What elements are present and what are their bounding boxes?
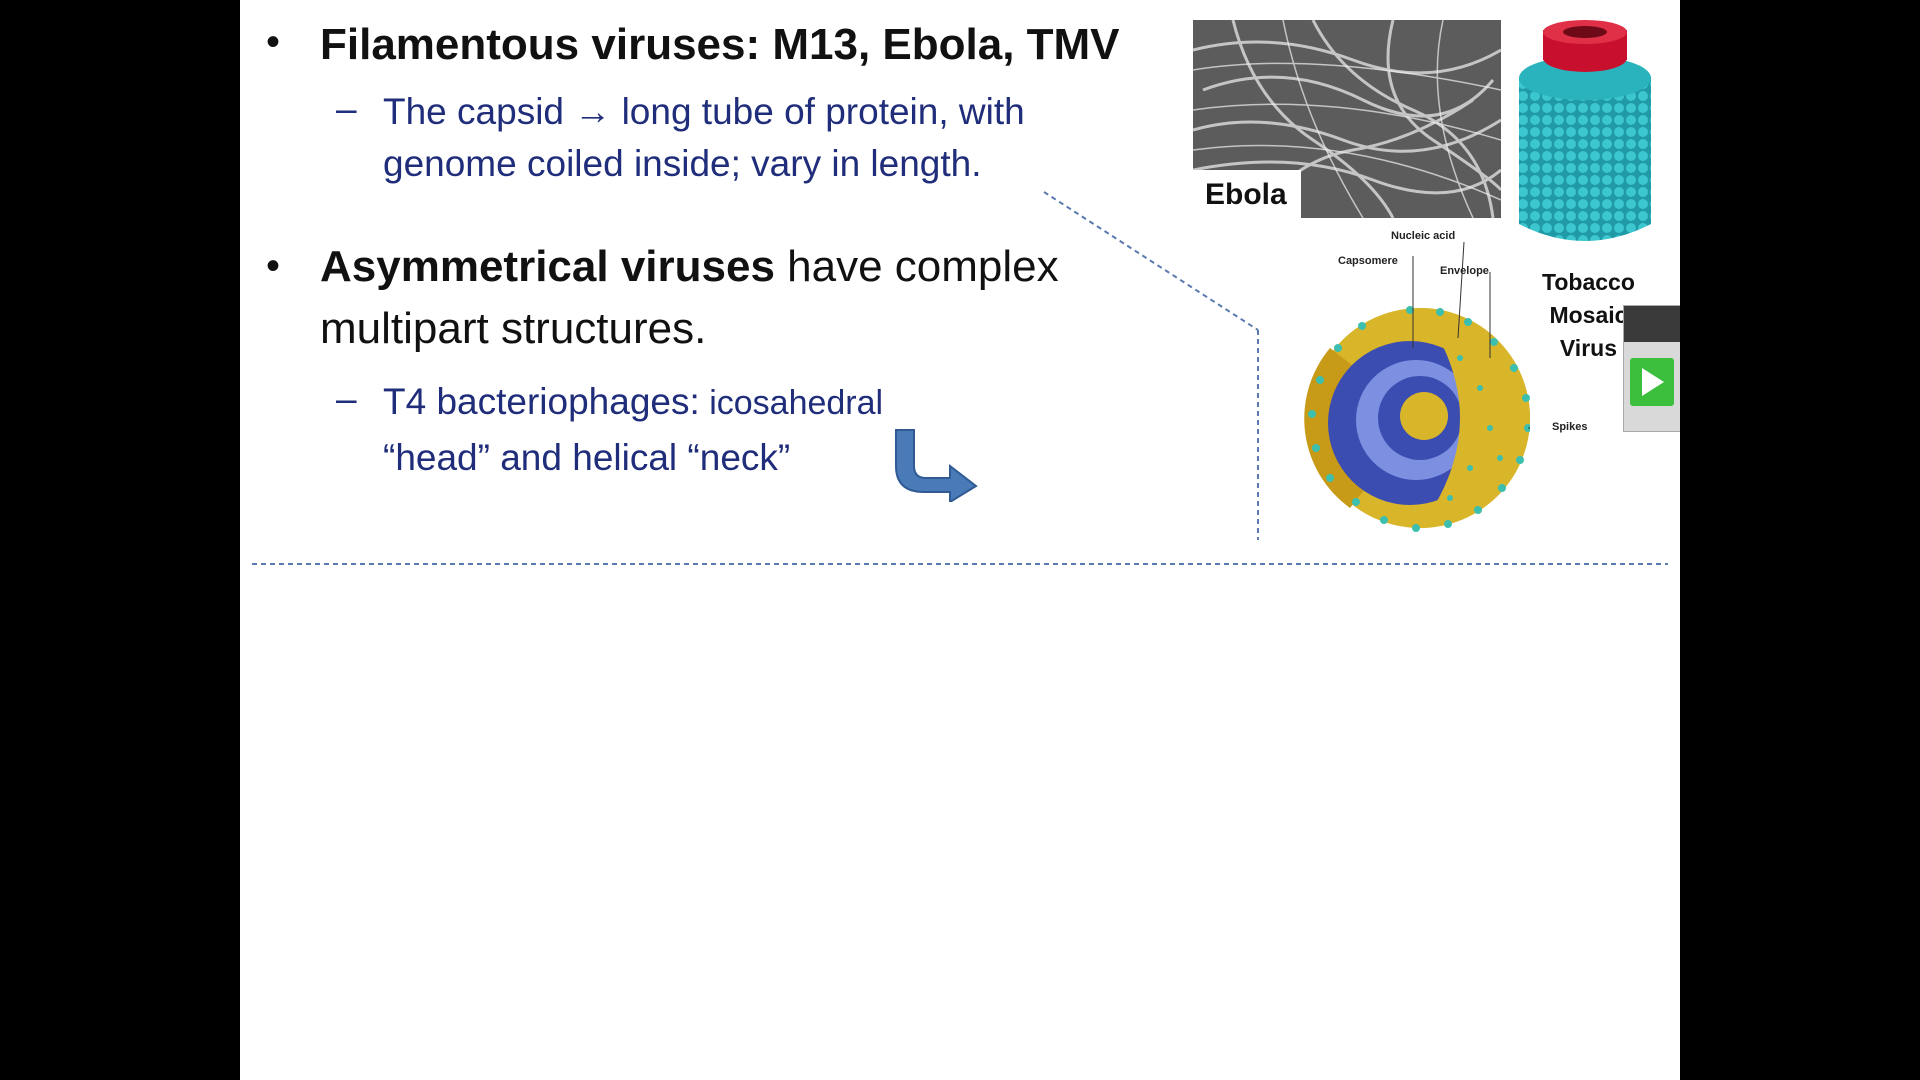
capsomere-label: Capsomere [1338,255,1398,267]
play-button[interactable] [1630,358,1674,406]
sub-marker: – [336,88,357,129]
media-control-bar [1624,306,1680,342]
media-control[interactable] [1623,305,1680,432]
sub-marker: – [336,378,357,419]
right-arrow-icon: → [574,91,612,132]
asymmetrical-rest: have complex [774,242,1059,291]
bullet-filamentous: Filamentous viruses: M13, Ebola, TMV [320,20,1120,69]
slide-canvas: • Filamentous viruses: M13, Ebola, TMV –… [240,0,1680,1080]
tmv-label-line2: Mosaic [1549,302,1628,328]
spikes-label: Spikes [1552,421,1588,433]
asymmetrical-bold: Asymmetrical viruses [320,242,775,291]
sub-capsid-line1: The capsid → long tube of protein, with [383,86,1025,138]
capsid-text: The capsid [383,91,564,132]
bullet-marker: • [266,20,281,64]
corner-arrow-right-icon [895,429,978,502]
ebola-label: Ebola [1205,178,1287,211]
dashed-guides [252,191,1668,565]
icosahedral-text: icosahedral [699,384,884,422]
tmv-label: Tobacco Mosaic Virus [1542,266,1635,365]
play-icon [1642,368,1664,396]
tmv-label-line3: Virus [1559,335,1617,361]
capsid-text-post: long tube of protein, with [621,91,1025,132]
sub-t4-line1: T4 bacteriophages: icosahedral [383,376,883,429]
sub-capsid-line2: genome coiled inside; vary in length. [383,143,982,184]
envelope-label: Envelope [1440,265,1489,277]
enveloped-virus-diagram [1304,241,1530,532]
t4-text: T4 bacteriophages: [383,381,700,422]
tmv-model-image [1519,20,1651,241]
nucleic-acid-label: Nucleic acid [1391,230,1456,242]
bullet-asymmetrical-line1: Asymmetrical viruses have complex [320,236,1059,298]
bullet-asymmetrical-line2: multipart structures. [320,304,707,353]
sub-t4-line2: “head” and helical “neck” [383,437,791,478]
ebola-label-box [1193,170,1301,220]
bullet-marker: • [266,244,281,288]
tmv-label-line1: Tobacco [1542,269,1635,295]
